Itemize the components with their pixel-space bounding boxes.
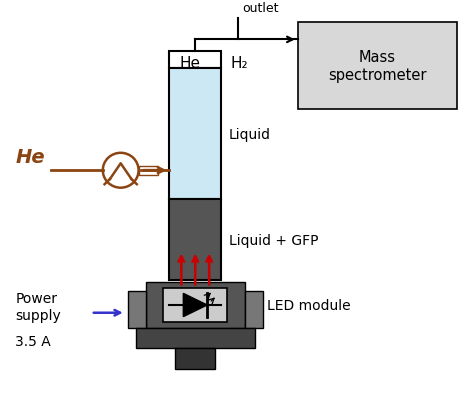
Bar bbox=[138, 166, 158, 175]
Text: He: He bbox=[179, 56, 201, 71]
Bar bbox=[164, 288, 227, 323]
Text: Liquid + GFP: Liquid + GFP bbox=[229, 233, 319, 247]
Text: LED module: LED module bbox=[267, 298, 350, 312]
Text: H₂: H₂ bbox=[230, 56, 248, 71]
Text: Power
supply: Power supply bbox=[15, 292, 61, 322]
Bar bbox=[169, 69, 221, 200]
Polygon shape bbox=[183, 294, 207, 317]
Bar bbox=[136, 328, 255, 348]
Bar bbox=[169, 52, 221, 69]
Text: He: He bbox=[15, 148, 45, 167]
Text: Liquid: Liquid bbox=[229, 128, 271, 142]
Bar bbox=[298, 23, 457, 110]
Bar bbox=[146, 282, 245, 328]
Bar bbox=[169, 69, 221, 200]
Circle shape bbox=[103, 153, 138, 188]
Text: 3.5 A: 3.5 A bbox=[15, 334, 51, 348]
Text: outlet: outlet bbox=[242, 2, 278, 15]
Text: Mass
spectrometer: Mass spectrometer bbox=[328, 50, 427, 83]
Bar bbox=[245, 292, 263, 328]
Bar bbox=[128, 292, 146, 328]
Bar bbox=[169, 200, 221, 280]
Bar bbox=[175, 348, 215, 369]
